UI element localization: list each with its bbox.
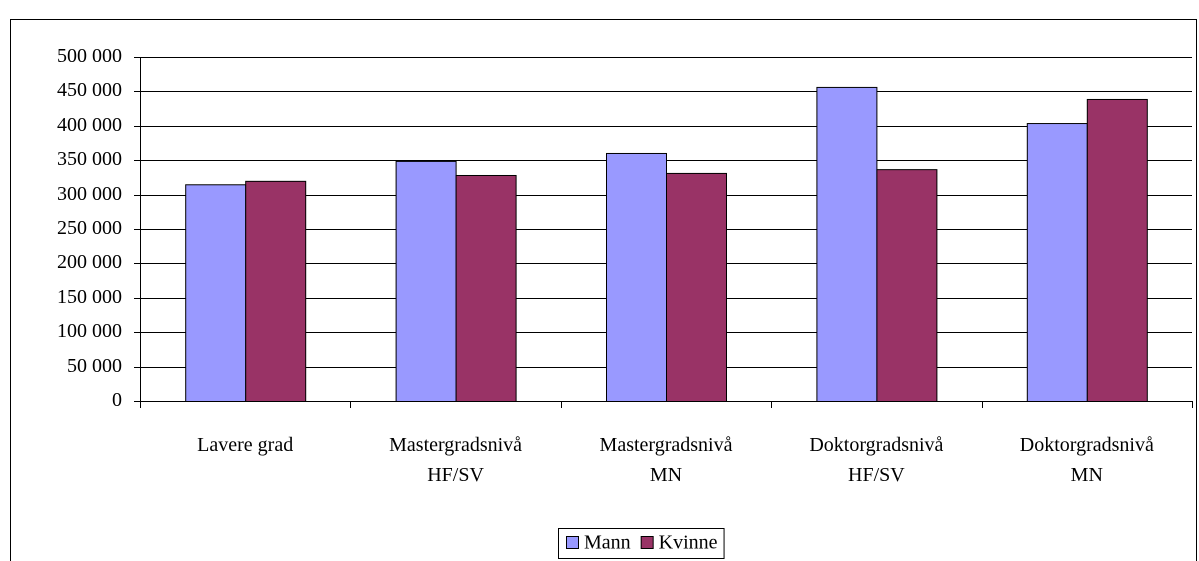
bar: [816, 86, 878, 402]
x-tick-label-line: MN: [650, 464, 682, 486]
bar: [245, 180, 307, 402]
y-tick-label: 50 000: [67, 355, 122, 377]
bar: [1026, 123, 1088, 402]
bar: [455, 174, 517, 402]
y-tick-label: 400 000: [57, 114, 122, 136]
bar: [1086, 98, 1148, 403]
legend-swatch: [566, 536, 579, 549]
y-tick-label: 250 000: [57, 217, 122, 239]
y-tick-label: 300 000: [57, 183, 122, 205]
x-tick-label-line: Doktorgradsnivå: [1020, 434, 1154, 456]
bar: [606, 152, 667, 402]
y-tick-label: 450 000: [57, 79, 122, 101]
y-tick-label: 200 000: [57, 251, 122, 273]
x-tick-label-line: Doktorgradsnivå: [809, 434, 943, 456]
legend-label: Kvinne: [659, 532, 718, 554]
x-tick-label-line: HF/SV: [848, 464, 905, 486]
y-tick-label: 350 000: [57, 148, 122, 170]
y-tick-label: 100 000: [57, 320, 122, 342]
x-tick-label: Mastergradsnivå MN: [600, 434, 733, 486]
legend-label: Mann: [584, 532, 631, 554]
x-tick-label-line: Mastergradsnivå: [600, 434, 733, 456]
x-tick-label: Lavere grad: [197, 434, 293, 456]
bar: [666, 172, 727, 402]
legend: Mann Kvinne: [558, 528, 725, 559]
y-tick-label: 150 000: [57, 286, 122, 308]
bar: [876, 169, 938, 402]
y-tick-label: 500 000: [57, 45, 122, 67]
x-tick-label: Doktorgradsnivå HF/SV: [809, 434, 943, 486]
bar: [185, 184, 247, 402]
x-tick-label: Doktorgradsnivå MN: [1020, 434, 1154, 486]
x-tick-label-line: Lavere grad: [197, 434, 293, 456]
x-tick-label-line: Mastergradsnivå: [389, 434, 522, 456]
legend-swatch: [640, 536, 654, 549]
x-tick-label-line: MN: [1071, 464, 1103, 486]
chart-frame: [10, 19, 1197, 561]
x-tick-label: Mastergradsnivå HF/SV: [389, 434, 522, 486]
y-tick-label: 0: [112, 389, 122, 411]
bar: [395, 160, 457, 402]
x-tick-label-line: HF/SV: [427, 464, 484, 486]
